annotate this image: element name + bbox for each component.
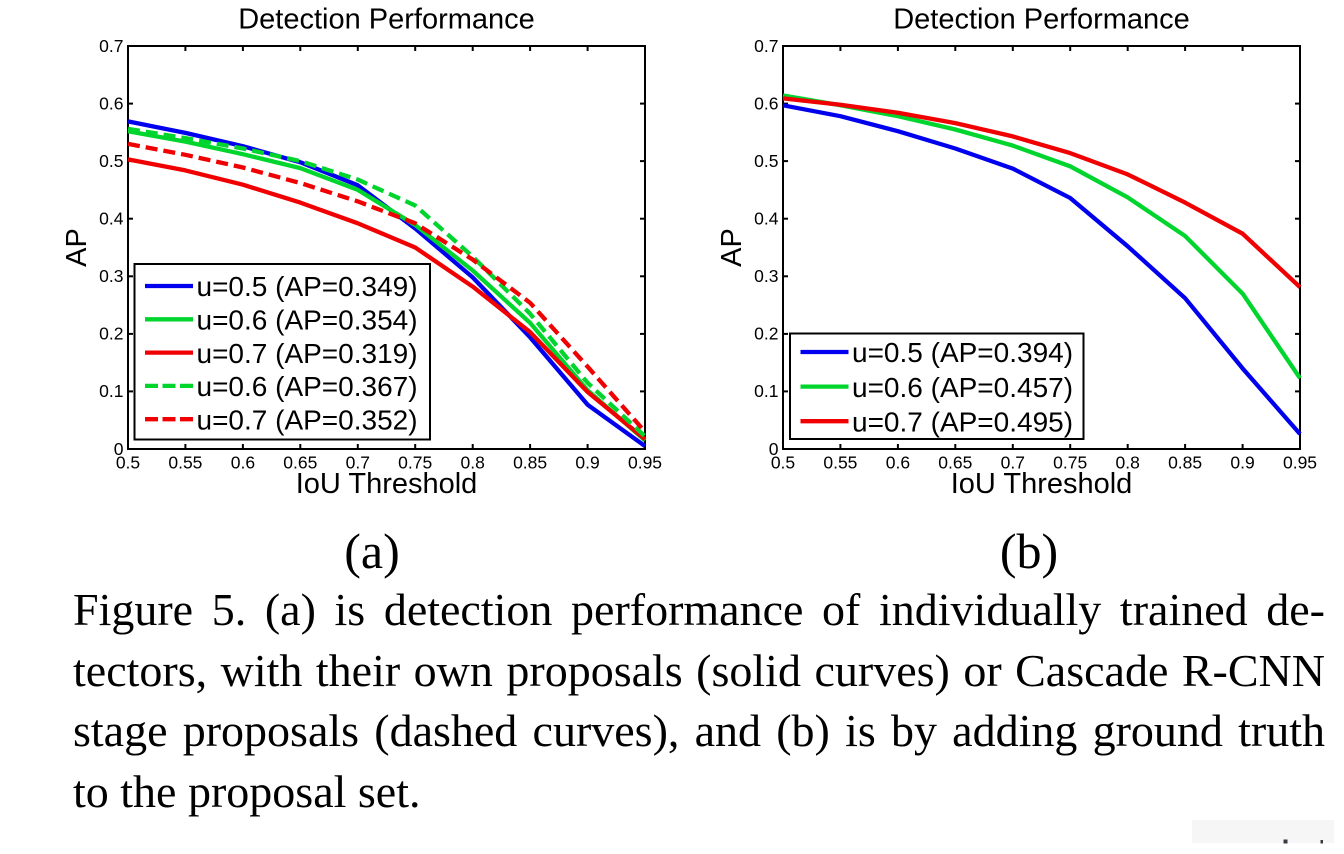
svg-text:0.7: 0.7 xyxy=(99,36,123,56)
svg-text:0.4: 0.4 xyxy=(754,209,779,229)
svg-text:0.5: 0.5 xyxy=(116,453,140,473)
svg-text:0.8: 0.8 xyxy=(1116,453,1140,473)
svg-text:u=0.7 (AP=0.495): u=0.7 (AP=0.495) xyxy=(852,406,1073,437)
svg-text:u=0.7 (AP=0.352): u=0.7 (AP=0.352) xyxy=(197,404,418,435)
svg-text:IoU Threshold: IoU Threshold xyxy=(951,468,1133,500)
svg-text:0.75: 0.75 xyxy=(1053,453,1087,473)
svg-text:u=0.6 (AP=0.367): u=0.6 (AP=0.367) xyxy=(197,371,418,402)
svg-text:0.3: 0.3 xyxy=(754,266,778,286)
svg-text:0.3: 0.3 xyxy=(99,266,123,286)
svg-text:AP: AP xyxy=(716,228,748,267)
svg-text:u=0.6 (AP=0.457): u=0.6 (AP=0.457) xyxy=(852,372,1073,403)
svg-text:0.8: 0.8 xyxy=(461,453,485,473)
svg-text:0.2: 0.2 xyxy=(99,324,123,344)
svg-text:0.75: 0.75 xyxy=(398,453,432,473)
svg-text:Detection Performance: Detection Performance xyxy=(893,3,1190,35)
svg-text:0.1: 0.1 xyxy=(754,381,778,401)
svg-text:0.2: 0.2 xyxy=(754,324,778,344)
svg-text:0.1: 0.1 xyxy=(99,381,123,401)
svg-text:0.7: 0.7 xyxy=(754,36,778,56)
svg-text:0.55: 0.55 xyxy=(823,453,857,473)
svg-text:0: 0 xyxy=(114,439,124,459)
svg-text:u=0.5 (AP=0.349): u=0.5 (AP=0.349) xyxy=(197,271,418,302)
svg-text:0: 0 xyxy=(769,439,779,459)
svg-text:0.85: 0.85 xyxy=(1168,453,1202,473)
svg-text:0.6: 0.6 xyxy=(99,93,123,113)
svg-text:0.7: 0.7 xyxy=(346,453,370,473)
svg-text:u=0.7 (AP=0.319): u=0.7 (AP=0.319) xyxy=(197,338,418,369)
svg-text:Detection Performance: Detection Performance xyxy=(238,3,535,35)
svg-text:0.85: 0.85 xyxy=(513,453,547,473)
svg-text:0.65: 0.65 xyxy=(938,453,972,473)
svg-text:u=0.6 (AP=0.354): u=0.6 (AP=0.354) xyxy=(197,305,418,336)
svg-text:0.6: 0.6 xyxy=(231,453,255,473)
svg-text:0.95: 0.95 xyxy=(628,453,662,473)
svg-text:(b): (b) xyxy=(1000,523,1058,579)
svg-text:0.7: 0.7 xyxy=(1001,453,1025,473)
svg-text:0.5: 0.5 xyxy=(771,453,795,473)
svg-text:0.95: 0.95 xyxy=(1283,453,1317,473)
svg-text:0.4: 0.4 xyxy=(99,209,124,229)
svg-text:0.9: 0.9 xyxy=(1230,453,1254,473)
svg-text:IoU Threshold: IoU Threshold xyxy=(296,468,478,500)
svg-text:0.5: 0.5 xyxy=(754,151,778,171)
svg-text:0.55: 0.55 xyxy=(168,453,202,473)
svg-text:0.65: 0.65 xyxy=(283,453,317,473)
svg-text:0.9: 0.9 xyxy=(575,453,599,473)
svg-text:AP: AP xyxy=(61,228,93,267)
svg-text:u=0.5 (AP=0.394): u=0.5 (AP=0.394) xyxy=(852,337,1073,368)
svg-text:0.6: 0.6 xyxy=(754,93,778,113)
svg-text:(a): (a) xyxy=(344,523,400,579)
svg-text:0.6: 0.6 xyxy=(886,453,910,473)
svg-text:0.5: 0.5 xyxy=(99,151,123,171)
